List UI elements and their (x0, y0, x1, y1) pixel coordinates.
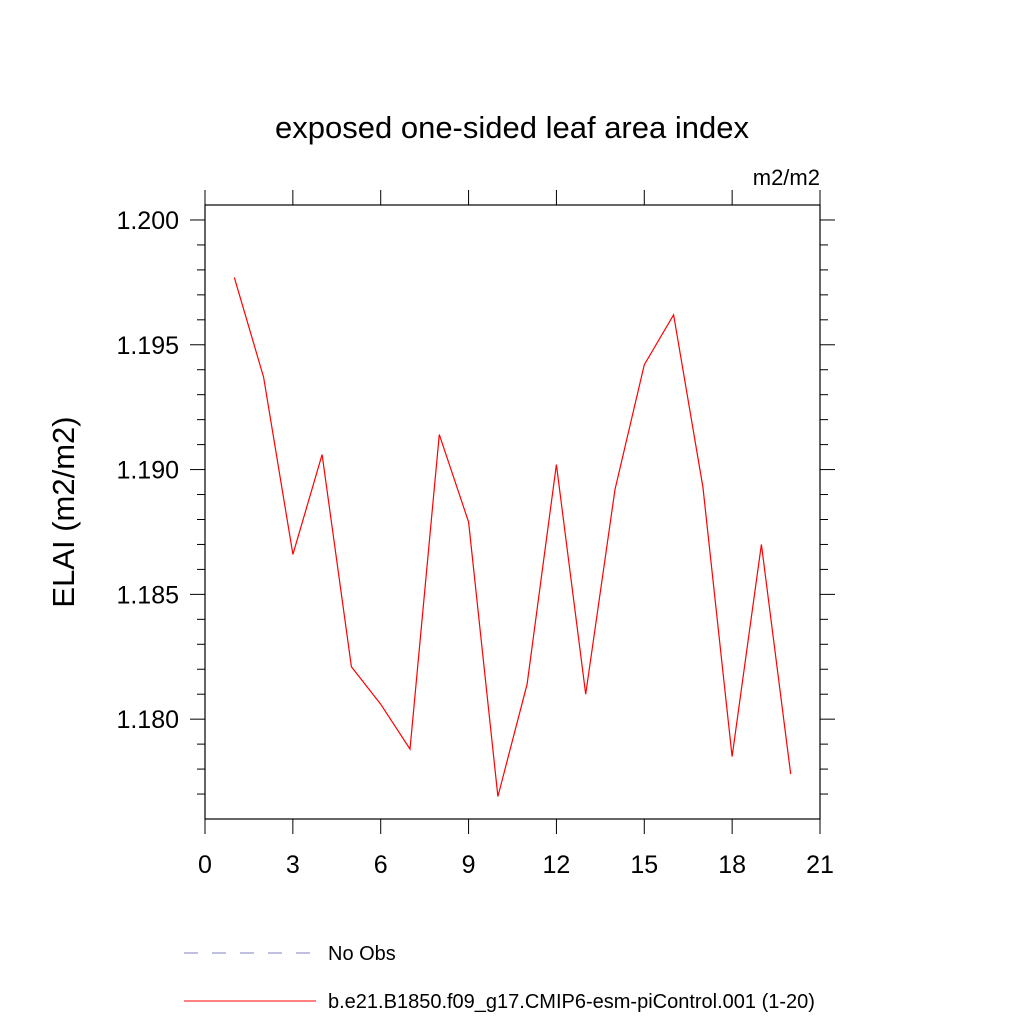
x-tick-label: 18 (718, 851, 746, 879)
data-series (233, 277, 792, 797)
y-tick-label: 1.185 (116, 581, 179, 609)
y-axis-label: ELAI (m2/m2) (46, 416, 81, 607)
x-tick-label: 9 (462, 851, 476, 879)
x-tick-label: 0 (198, 851, 212, 879)
x-tick-label: 3 (286, 851, 300, 879)
axis-tick-labels: 0 3 6 9 12 15 18 21 1.180 1.185 1.190 1.195 1.200 (116, 207, 833, 879)
legend: No Obs b.e21.B1850.f09_g17.CMIP6-esm-piC… (184, 943, 815, 1013)
y-tick-label: 1.195 (116, 332, 179, 360)
x-tick-label: 6 (374, 851, 388, 879)
plot-frame (204, 204, 821, 820)
x-tick-label: 21 (806, 851, 834, 879)
chart-title: exposed one-sided leaf area index (275, 110, 749, 145)
x-tick-label: 12 (543, 851, 571, 879)
units-label: m2/m2 (753, 165, 820, 190)
legend-label-control-run: b.e21.B1850.f09_g17.CMIP6-esm-piControl.… (328, 991, 815, 1013)
y-tick-label: 1.180 (116, 706, 179, 734)
y-tick-label: 1.190 (116, 457, 179, 485)
legend-label-no-obs: No Obs (328, 943, 396, 965)
y-tick-label: 1.200 (116, 207, 179, 235)
axis-ticks (190, 190, 835, 834)
series-line (233, 277, 792, 797)
x-tick-label: 15 (630, 851, 658, 879)
